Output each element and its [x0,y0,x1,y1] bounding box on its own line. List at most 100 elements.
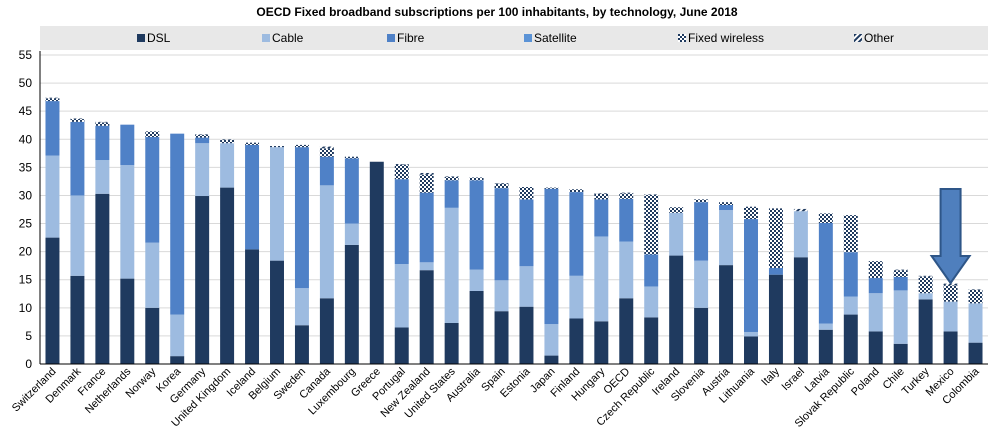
bar-segment [893,276,908,291]
bar-segment [893,343,908,364]
bar-segment [694,199,709,203]
bar-segment [444,176,459,181]
bar-segment [644,286,659,318]
bar-segment [170,314,185,357]
bar-segment [619,298,634,364]
bar-segment [519,199,534,267]
bar-segment [145,131,160,138]
bar-segment [419,262,434,271]
bar-segment [943,301,958,332]
bar-segment [569,192,584,276]
bar-segment [270,146,284,148]
legend-background [40,26,988,50]
x-axis: SwitzerlandDenmarkFranceNetherlandsNorwa… [10,363,988,430]
y-tick-label: 10 [19,301,33,315]
bar-segment [744,219,758,332]
bar-segment [70,275,85,364]
bar-segment [519,306,534,364]
bar-segment [544,187,559,189]
bar-segment [843,215,858,253]
bar-segment [768,267,783,275]
bar-segment [943,331,958,364]
bar-segment [818,329,833,364]
bar-segment [619,192,634,194]
bar-segment [195,137,210,144]
bar-segment [419,270,434,364]
legend-label: Fixed wireless [688,31,764,45]
bar-segment [45,101,60,156]
bar-segment [918,276,933,294]
x-tick-label: Poland [849,366,882,399]
bar-segment [195,134,210,138]
bar-segment [868,278,883,294]
legend-label: Fibre [397,31,425,45]
bar-segment [968,342,983,364]
bar-segment [170,133,185,315]
bar-segment [270,260,284,364]
bar-segment [469,269,484,291]
legend-swatch [524,34,532,42]
bar-segment [45,98,60,102]
bar-segment [893,270,908,277]
bar-segment [644,194,659,195]
bar-segment [344,156,359,159]
bar-segment [594,321,609,364]
bar-segment [719,205,734,211]
bar-segment [793,211,808,258]
bar-segment [95,160,110,194]
bar-segment [569,318,584,364]
bar-segment [669,255,684,364]
bar-segment [868,293,883,332]
bar-segment [319,298,334,364]
bar-segment [968,303,983,343]
y-tick-label: 5 [25,329,32,343]
bar-segment [70,121,85,196]
bar-segment [644,254,659,287]
bar-segment [644,317,659,364]
bar-segment [594,199,609,237]
bar-segment [868,261,883,279]
bar-segment [569,189,584,193]
bar-segment [669,212,684,256]
bar-segment [744,331,758,337]
bar-segment [220,187,235,364]
legend-label: Satellite [534,31,577,45]
bar-segment [120,124,135,166]
bar-segment [719,202,734,206]
bar-segment [45,237,60,364]
bar-segment [294,325,309,364]
y-axis: 0 5 10 15 20 25 30 35 40 45 50 55 [19,48,41,371]
bar-segment [95,193,110,364]
legend-label: Other [864,31,894,45]
bar-segment [494,183,509,189]
bar-segment [294,144,309,148]
bar-segment [220,139,235,144]
bar-segment [893,290,908,344]
bar-segment [719,210,734,266]
bar-segment [419,192,434,263]
bar-segment [918,293,933,300]
bar-segment [893,269,908,271]
bar-segment [594,236,609,322]
bar-segment [544,188,559,325]
y-tick-label: 20 [19,245,33,259]
legend-swatch [137,34,145,42]
bar-segment [694,202,709,261]
bar-segment [245,142,260,145]
bar-segment [419,174,434,193]
bar-segment [319,185,334,299]
bar-segment [519,187,534,200]
y-tick-label: 50 [19,76,33,90]
legend-swatch [262,34,270,42]
legend-swatch [387,34,395,42]
bar-segment [344,244,359,364]
bar-segment [594,193,609,200]
bar-segment [170,356,185,364]
bar-segment [245,249,260,364]
bar-segment [419,172,434,175]
x-tick-label: Israel [780,366,808,394]
bar-segment [694,260,709,308]
bar-segment [195,134,210,135]
bar-segment [918,275,933,277]
